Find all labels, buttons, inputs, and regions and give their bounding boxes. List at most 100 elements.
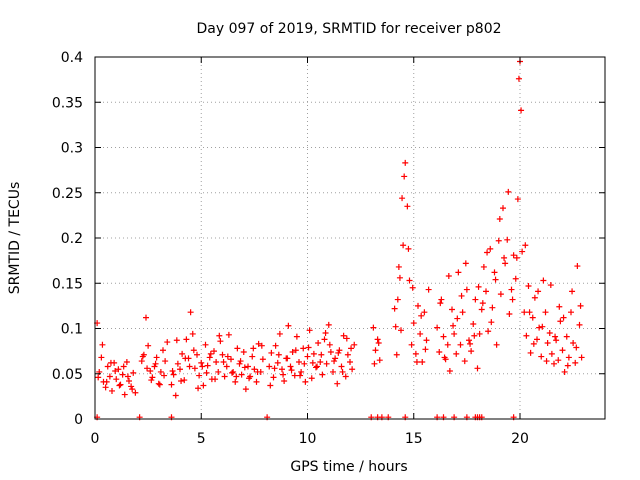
data-point	[128, 383, 135, 390]
data-point	[395, 263, 402, 270]
data-point	[461, 358, 468, 365]
data-point	[276, 330, 283, 337]
data-point	[548, 350, 555, 357]
data-point	[162, 358, 169, 365]
data-point	[392, 323, 399, 330]
data-point	[155, 380, 162, 387]
data-point	[153, 354, 160, 361]
data-point	[422, 346, 429, 353]
data-point	[504, 236, 511, 243]
data-point	[270, 374, 277, 381]
data-point	[123, 358, 130, 365]
data-point	[189, 330, 196, 337]
data-point	[463, 286, 470, 293]
data-point	[455, 269, 462, 276]
data-point	[505, 188, 512, 195]
data-point	[132, 389, 139, 396]
data-point	[510, 252, 517, 259]
data-point	[99, 341, 106, 348]
data-point	[236, 360, 243, 367]
data-point	[296, 358, 302, 365]
data-point	[211, 348, 217, 355]
data-point	[249, 353, 256, 360]
data-point	[313, 364, 319, 371]
data-point	[95, 374, 102, 381]
data-point	[98, 354, 105, 361]
data-point	[396, 274, 403, 281]
data-point	[508, 286, 515, 293]
data-point	[215, 368, 222, 375]
data-point	[234, 345, 241, 352]
data-point	[315, 339, 322, 346]
data-point	[164, 339, 171, 346]
data-point	[103, 378, 110, 385]
data-point	[323, 360, 330, 367]
data-point	[415, 302, 421, 309]
data-point	[347, 358, 353, 365]
data-point	[531, 294, 538, 301]
data-point	[409, 284, 416, 291]
data-point	[412, 350, 419, 357]
data-point	[109, 387, 115, 394]
data-point	[343, 335, 350, 342]
data-point	[147, 368, 154, 375]
data-point	[336, 347, 343, 354]
data-point	[149, 374, 156, 381]
data-point	[563, 333, 570, 340]
data-point	[170, 371, 177, 378]
data-point	[371, 360, 378, 367]
data-point	[454, 315, 461, 322]
x-axis-label: GPS time / hours	[290, 459, 407, 475]
data-point	[418, 312, 425, 319]
data-point	[374, 336, 381, 343]
data-point	[451, 330, 458, 337]
data-point	[255, 340, 262, 347]
data-point	[522, 242, 529, 249]
data-point	[462, 260, 469, 267]
data-point	[225, 331, 232, 338]
data-point	[474, 365, 481, 372]
data-point	[399, 195, 406, 202]
data-point	[112, 368, 119, 375]
data-point	[279, 366, 285, 373]
data-point	[301, 360, 308, 367]
data-point	[434, 324, 441, 331]
data-point	[280, 371, 287, 378]
data-point	[470, 320, 477, 327]
data-point	[182, 355, 189, 362]
data-point	[250, 345, 257, 352]
data-point	[160, 347, 166, 354]
data-point	[495, 237, 502, 244]
chart-title: Day 097 of 2019, SRMTID for receiver p80…	[196, 21, 501, 37]
data-point	[183, 336, 190, 343]
data-point	[284, 355, 291, 362]
data-point	[472, 296, 479, 303]
data-point	[308, 375, 315, 382]
data-point	[572, 359, 579, 366]
data-point	[232, 378, 239, 385]
data-point	[285, 322, 292, 329]
data-point	[302, 378, 309, 385]
data-point	[267, 382, 274, 389]
data-point	[148, 377, 155, 384]
data-point	[281, 377, 288, 384]
data-point	[476, 330, 483, 337]
data-point	[376, 357, 383, 364]
data-point	[129, 386, 136, 393]
data-point	[514, 196, 521, 203]
data-point	[145, 342, 152, 349]
data-point	[339, 368, 346, 375]
data-point	[491, 269, 498, 276]
data-point	[475, 283, 482, 290]
data-point	[496, 215, 503, 222]
data-point	[241, 364, 248, 371]
x-tick-label: 15	[405, 431, 423, 447]
data-point	[288, 367, 295, 374]
y-tick-label: 0.4	[61, 50, 83, 66]
data-point	[254, 368, 261, 375]
data-point	[574, 263, 581, 270]
data-point	[332, 355, 339, 362]
data-point	[102, 384, 109, 391]
data-point	[266, 363, 273, 370]
data-point	[408, 341, 415, 348]
